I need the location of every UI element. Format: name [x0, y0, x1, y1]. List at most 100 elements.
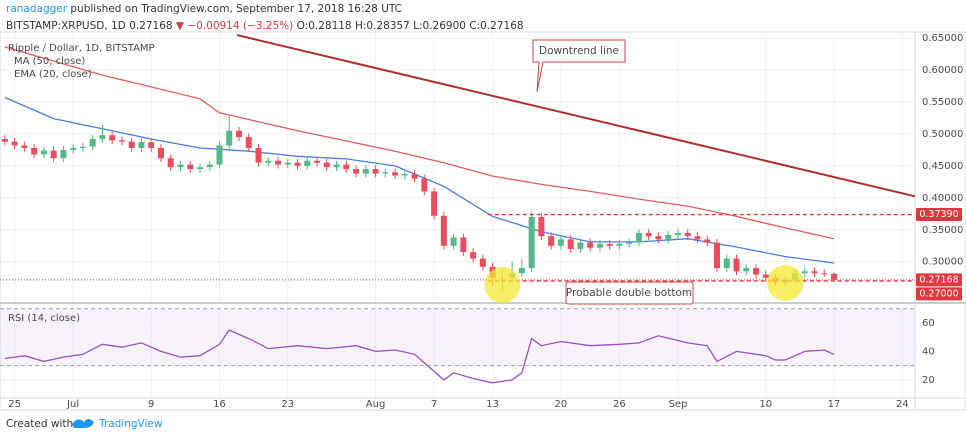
symbol: BITSTAMP:XRPUSD, 1D — [6, 20, 126, 32]
candle-body — [821, 273, 828, 275]
y-tick-label: 0.55000 — [922, 97, 963, 108]
candle-body — [157, 147, 164, 159]
symbol-line: BITSTAMP:XRPUSD, 1D 0.27168 ▼ −0.00914 (… — [6, 20, 524, 32]
candle-body — [275, 160, 282, 165]
footer-brand[interactable]: TradingView — [98, 418, 163, 430]
candle-body — [606, 243, 613, 246]
candle-body — [411, 174, 418, 179]
candle-body — [694, 236, 701, 240]
candle-body — [450, 237, 457, 246]
candle-body — [226, 130, 233, 146]
candle-body — [528, 217, 535, 269]
candle-body — [353, 169, 360, 174]
candle-body — [743, 268, 750, 272]
price-label-box — [916, 273, 962, 287]
candle-body — [304, 160, 311, 166]
y-tick-label: 40 — [922, 346, 935, 357]
candle-body — [635, 232, 642, 243]
price-label: 0.27168 — [919, 274, 958, 285]
marks: 25 Jul 9 16 23 Aug 7 13 20 26 Sep 10 17 24 0.65000 0.60… — [0, 32, 963, 410]
y-tick-label: 0.30000 — [922, 257, 963, 268]
rsi-line — [4, 329, 835, 384]
candle-body — [70, 147, 77, 150]
highlight-circle — [767, 264, 804, 301]
y-tick-label: 0.35000 — [922, 225, 963, 236]
candle-body — [343, 164, 350, 170]
author[interactable]: ranadagger — [6, 3, 68, 15]
legend-entry: MA (50, close) — [14, 56, 85, 67]
y-tick-label: 20 — [922, 375, 935, 386]
price-label: 0.37390 — [919, 209, 958, 220]
candle-body — [109, 135, 116, 141]
y-tick-label: 60 — [922, 318, 935, 329]
candle-body — [723, 258, 730, 269]
candle-body — [392, 172, 399, 176]
x-tick-label: 25 — [8, 399, 21, 410]
candle-body — [440, 215, 447, 246]
candle-body — [811, 271, 818, 274]
x-tick-label: 26 — [613, 399, 626, 410]
candle-body — [323, 162, 330, 168]
candle-body — [138, 142, 145, 148]
annotation: Downtrend line — [539, 45, 619, 57]
candle-body — [645, 232, 652, 237]
candle-body — [362, 169, 369, 174]
candle-body — [21, 145, 28, 148]
frame — [0, 31, 966, 411]
callout-box — [532, 39, 626, 93]
candle-body — [577, 242, 584, 249]
x-tick-label: Jul — [66, 399, 79, 410]
header-line: ranadagger published on TradingView.com,… — [6, 3, 402, 15]
price: 0.27168 — [129, 20, 172, 32]
candle-body — [460, 237, 467, 253]
candle-body — [245, 137, 252, 148]
candle-body — [372, 169, 379, 174]
candle-body — [587, 242, 594, 248]
annotation: Probable double bottom — [566, 287, 692, 299]
candle-body — [314, 160, 321, 163]
candle-body — [518, 268, 525, 274]
candle-body — [713, 242, 720, 269]
candle-body — [31, 147, 38, 155]
candle-body — [40, 150, 47, 155]
x-tick-label: 13 — [486, 399, 499, 410]
candle-body — [596, 243, 603, 248]
y-tick-label: 0.60000 — [922, 65, 963, 76]
change: ▼ −0.00914 (−3.25%) — [176, 20, 293, 32]
candle-body — [187, 164, 194, 170]
candle-body — [177, 164, 184, 168]
candle-body — [655, 236, 662, 240]
trend-line — [236, 34, 916, 198]
candle-body — [206, 164, 213, 168]
candle-body — [831, 273, 838, 280]
candle-body — [265, 160, 272, 163]
candle-body — [118, 140, 125, 142]
candle-body — [294, 162, 301, 166]
candle-body — [333, 164, 340, 168]
candle-body — [1, 139, 8, 142]
legend-title: RSI (14, close) — [8, 313, 80, 324]
price-label-box — [916, 208, 962, 222]
x-tick-label: Aug — [366, 399, 386, 410]
candle-body — [674, 232, 681, 235]
x-tick-label: 7 — [431, 399, 437, 410]
candle-body — [733, 258, 740, 272]
candle-body — [99, 135, 106, 140]
footer-created: Created with — [6, 418, 73, 430]
y-tick-label: 0.50000 — [922, 129, 963, 140]
legend-entry: EMA (20, close) — [14, 69, 92, 80]
x-tick-label: 10 — [759, 399, 772, 410]
candle-body — [196, 167, 203, 170]
candle-body — [665, 234, 672, 240]
y-tick-label: 0.40000 — [922, 193, 963, 204]
price-label-box — [916, 287, 962, 301]
x-tick-label: 24 — [896, 399, 909, 410]
candle-body — [11, 141, 18, 146]
candle-body — [382, 172, 389, 174]
candle-body — [421, 178, 428, 192]
candle-body — [284, 162, 291, 165]
candle-body — [538, 217, 545, 237]
x-tick-label: 16 — [213, 399, 226, 410]
candle-body — [148, 142, 155, 148]
